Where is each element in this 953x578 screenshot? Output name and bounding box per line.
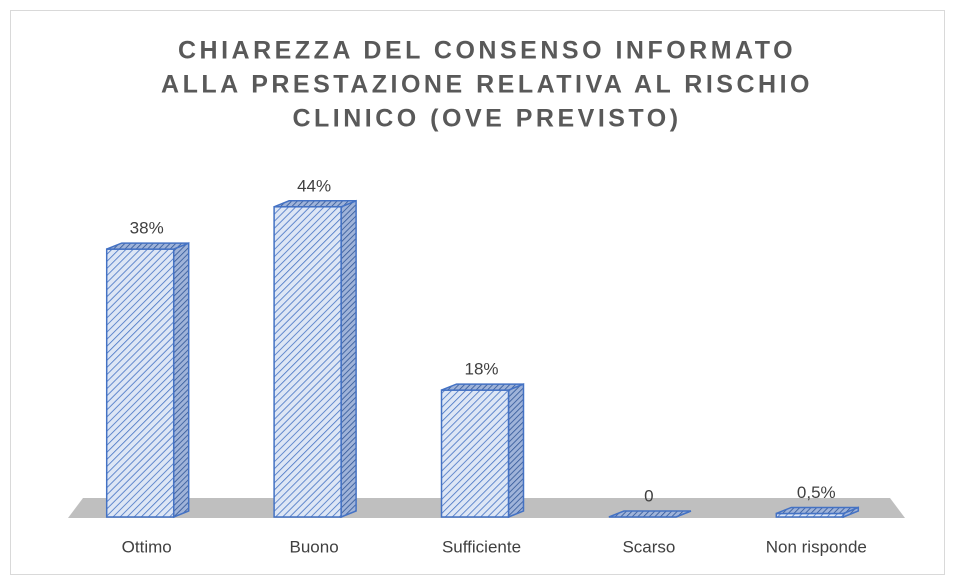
chart-title-line: ALLA PRESTAZIONE RELATIVA AL RISCHIO	[161, 71, 813, 99]
bar-side	[172, 241, 190, 519]
x-tick-label: Scarso	[622, 537, 675, 556]
x-tick-label: Buono	[290, 537, 339, 556]
bar	[273, 199, 357, 519]
bar-top	[608, 510, 692, 518]
value-label: 0,5%	[797, 483, 836, 502]
bar	[775, 506, 860, 519]
bar-side	[340, 199, 357, 519]
chart-title-line: CHIAREZZA DEL CONSENSO INFORMATO	[178, 37, 796, 65]
bar	[105, 241, 190, 519]
bar-top	[106, 242, 189, 250]
bar	[608, 510, 692, 518]
bar-top	[776, 506, 859, 515]
bar-top	[273, 200, 357, 208]
x-tick-label: Sufficiente	[442, 537, 521, 556]
value-label: 44%	[297, 176, 331, 195]
bar-side	[507, 382, 525, 519]
title: CHIAREZZA DEL CONSENSO INFORMATO ALLA PRE…	[161, 37, 813, 133]
plot: 38% Ottimo 44% Buono 18% Sufficiente 0 Scarso 0,…	[105, 176, 867, 556]
bar-front	[440, 389, 510, 518]
value-label: 18%	[464, 360, 498, 379]
bar-front	[273, 206, 342, 518]
x-tick-label: Non risponde	[766, 537, 867, 556]
value-label: 38%	[130, 219, 164, 238]
bar	[440, 382, 525, 519]
bar-front	[105, 248, 175, 518]
bar-top	[441, 383, 524, 391]
chart-title-line: CLINICO (OVE PREVISTO)	[292, 105, 681, 133]
value-label: 0	[644, 486, 653, 505]
x-tick-label: Ottimo	[122, 537, 172, 556]
